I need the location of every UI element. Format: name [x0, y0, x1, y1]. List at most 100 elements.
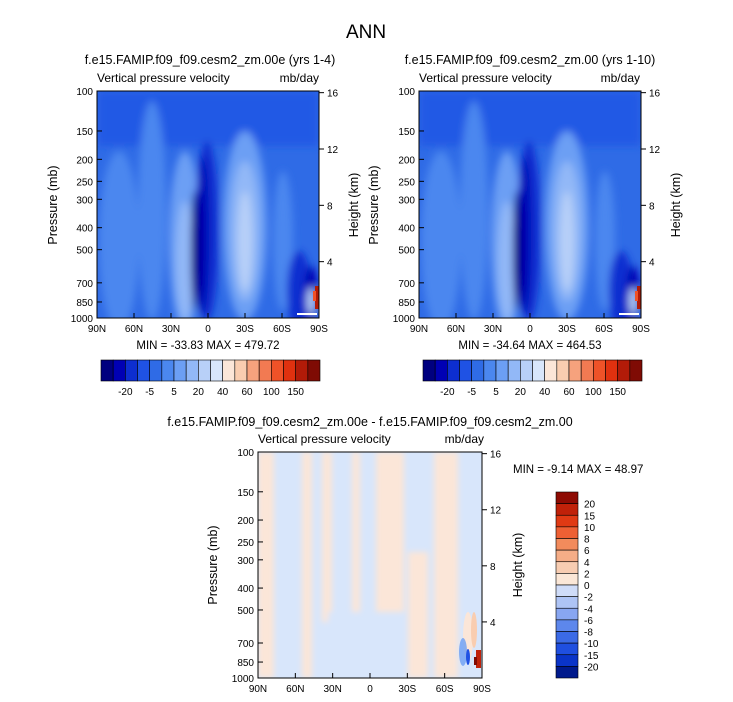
variable-label: Vertical pressure velocity	[419, 71, 552, 85]
colorbar-box	[471, 359, 485, 382]
colorbar-box	[295, 359, 309, 382]
colorbar-box	[422, 359, 436, 382]
units-label: mb/day	[601, 71, 640, 85]
colorbar-box	[185, 359, 199, 382]
y-tick-label: 200	[398, 155, 415, 166]
colorbar-box	[555, 642, 579, 656]
figure-title: ANN	[346, 22, 386, 43]
panel-title: f.e15.FAMIP.f09_f09.cesm2_zm.00e (yrs 1-…	[85, 53, 336, 67]
colorbar-label: -4	[584, 604, 593, 615]
colorbar-label: -6	[584, 616, 593, 627]
y-axis-right: 16 12 8 4	[482, 450, 502, 629]
y-right-tick-label: 8	[327, 201, 333, 212]
y-right-tick-label: 16	[649, 89, 661, 100]
colorbar-box	[234, 359, 248, 382]
y-right-tick-label: 12	[327, 145, 339, 156]
min-max-stats: MIN = -33.83 MAX = 479.72	[136, 340, 279, 352]
panel-top-left: f.e15.FAMIP.f09_f09.cesm2_zm.00e (yrs 1-…	[46, 53, 361, 398]
colorbar-label: 60	[241, 387, 253, 398]
y-axis-left: 100 150 200 250 300 400 500 700 850 1000	[71, 87, 102, 325]
units-label: mb/day	[445, 432, 484, 446]
contour-field	[257, 451, 483, 679]
y-tick-label: 850	[237, 658, 254, 669]
y-tick-label: 1000	[71, 314, 94, 325]
colorbar-box	[555, 549, 579, 563]
y-tick-label: 500	[398, 246, 415, 257]
y-tick-label: 700	[398, 279, 415, 290]
colorbar-box	[555, 607, 579, 621]
colorbar-label: -5	[467, 387, 476, 398]
contour-field	[418, 90, 642, 319]
colorbar-box	[555, 538, 579, 551]
y-tick-label: 850	[398, 298, 415, 309]
colorbar-box	[125, 359, 138, 382]
variable-label: Vertical pressure velocity	[97, 71, 230, 85]
colorbar-label: 0	[584, 581, 590, 592]
colorbar-box	[556, 359, 570, 382]
colorbar-box	[483, 359, 497, 382]
y-tick-label: 150	[237, 488, 254, 499]
units-label: mb/day	[280, 71, 319, 85]
x-tick-label: 60N	[286, 684, 304, 695]
colorbar-box	[222, 359, 236, 382]
colorbar-label: 6	[584, 546, 590, 557]
y-axis-right-title: Height (km)	[511, 533, 525, 598]
y-axis-title: Pressure (mb)	[206, 525, 220, 604]
x-axis: 90N 60N 30N 0 30S 60S 90S	[88, 313, 328, 335]
y-tick-label: 200	[76, 155, 93, 166]
colorbar-box	[210, 359, 223, 382]
colorbar-label: 40	[217, 387, 229, 398]
x-tick-label: 60S	[436, 684, 454, 695]
y-right-tick-label: 4	[327, 258, 333, 269]
colorbar-label: 100	[263, 387, 280, 398]
y-tick-label: 300	[398, 195, 415, 206]
y-tick-label: 150	[398, 127, 415, 138]
x-tick-label: 30S	[398, 684, 416, 695]
y-tick-label: 100	[237, 448, 254, 459]
colorbar-box	[434, 359, 448, 382]
colorbar-box	[555, 561, 579, 574]
contour-field	[96, 90, 320, 319]
x-tick-label: 90N	[410, 324, 428, 335]
colorbar-box	[555, 503, 579, 516]
y-right-tick-label: 12	[649, 145, 661, 156]
colorbar-box	[580, 359, 594, 382]
colorbar-label: 10	[584, 523, 596, 534]
colorbar-box	[555, 584, 579, 597]
min-max-stats: MIN = -34.64 MAX = 464.53	[458, 340, 601, 352]
panel-difference: f.e15.FAMIP.f09_f09.cesm2_zm.00e - f.e15…	[167, 415, 643, 695]
y-right-tick-label: 12	[490, 506, 502, 517]
y-tick-label: 250	[398, 177, 415, 188]
colorbar-box	[173, 359, 187, 382]
y-tick-label: 1000	[232, 674, 255, 685]
colorbar-box	[555, 596, 579, 609]
x-tick-label: 30S	[558, 324, 576, 335]
colorbar-label: 15	[584, 511, 596, 522]
colorbar-box	[198, 359, 211, 382]
x-tick-label: 90S	[310, 324, 328, 335]
y-right-tick-label: 4	[490, 618, 496, 629]
y-tick-label: 500	[237, 606, 254, 617]
colorbar-label: -20	[440, 387, 455, 398]
colorbar-box	[555, 514, 579, 528]
variable-label: Vertical pressure velocity	[258, 432, 391, 446]
y-axis-title: Pressure (mb)	[46, 165, 60, 244]
colorbar-label: -10	[584, 639, 599, 650]
colorbar-box	[555, 619, 579, 632]
y-tick-label: 150	[76, 127, 93, 138]
y-tick-label: 100	[76, 87, 93, 98]
colorbar-box	[520, 359, 533, 382]
colorbar-box	[555, 666, 579, 679]
y-right-tick-label: 8	[490, 562, 496, 573]
x-tick-label: 90S	[473, 684, 491, 695]
colorbar-label: 5	[493, 387, 499, 398]
x-tick-label: 90S	[632, 324, 650, 335]
y-right-tick-label: 8	[649, 201, 655, 212]
y-tick-label: 400	[76, 224, 93, 235]
colorbar-box	[555, 654, 579, 667]
y-tick-label: 200	[237, 516, 254, 527]
colorbar-box	[149, 359, 163, 382]
colorbar-label: 2	[584, 569, 590, 580]
colorbar-label: 4	[584, 558, 590, 569]
colorbar-label: -15	[584, 651, 599, 662]
